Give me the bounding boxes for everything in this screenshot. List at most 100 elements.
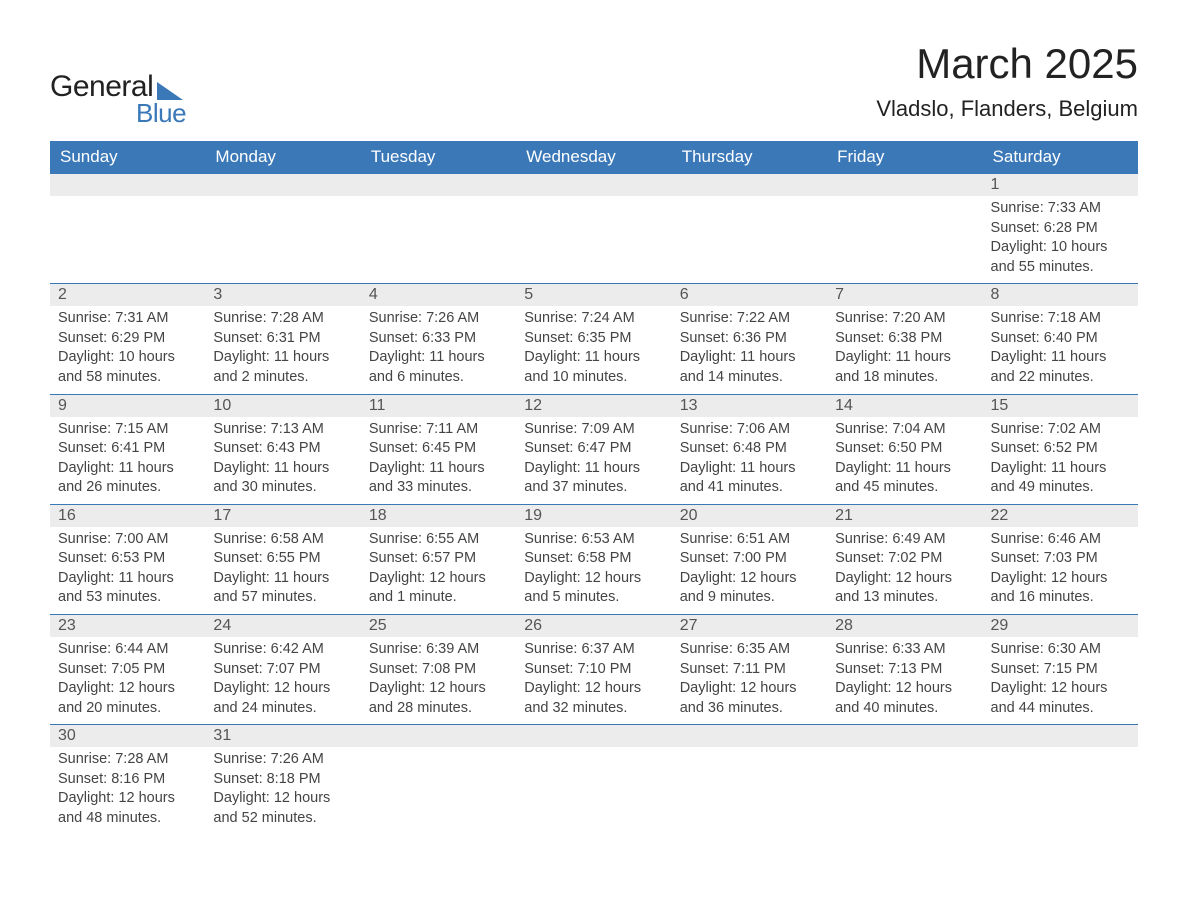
day-number: 18 (361, 505, 516, 527)
weekday-header: Sunday (50, 141, 205, 174)
daylight-text: Daylight: 10 hours and 55 minutes. (991, 238, 1130, 277)
sunrise-text: Sunrise: 7:15 AM (58, 420, 197, 440)
calendar-cell: 8Sunrise: 7:18 AMSunset: 6:40 PMDaylight… (983, 284, 1138, 394)
calendar-cell-blank (516, 725, 671, 835)
logo-word-blue: Blue (136, 98, 186, 129)
day-number (672, 725, 827, 747)
sunset-text: Sunset: 6:53 PM (58, 549, 197, 569)
calendar-cell: 28Sunrise: 6:33 AMSunset: 7:13 PMDayligh… (827, 615, 982, 725)
calendar-cell: 13Sunrise: 7:06 AMSunset: 6:48 PMDayligh… (672, 394, 827, 504)
sunset-text: Sunset: 6:35 PM (524, 329, 663, 349)
day-details: Sunrise: 6:44 AMSunset: 7:05 PMDaylight:… (50, 637, 205, 724)
logo: General Blue (50, 70, 186, 129)
day-details: Sunrise: 7:24 AMSunset: 6:35 PMDaylight:… (516, 306, 671, 393)
day-number (205, 174, 360, 196)
sunset-text: Sunset: 7:07 PM (213, 660, 352, 680)
sunrise-text: Sunrise: 7:13 AM (213, 420, 352, 440)
sunset-text: Sunset: 7:08 PM (369, 660, 508, 680)
day-details: Sunrise: 6:49 AMSunset: 7:02 PMDaylight:… (827, 527, 982, 614)
sunrise-text: Sunrise: 6:37 AM (524, 640, 663, 660)
daylight-text: Daylight: 12 hours and 40 minutes. (835, 679, 974, 718)
day-details: Sunrise: 6:33 AMSunset: 7:13 PMDaylight:… (827, 637, 982, 724)
day-details (361, 747, 516, 823)
sunrise-text: Sunrise: 7:28 AM (213, 309, 352, 329)
day-details (672, 196, 827, 272)
sunrise-text: Sunrise: 6:33 AM (835, 640, 974, 660)
sunset-text: Sunset: 8:16 PM (58, 770, 197, 790)
day-details: Sunrise: 7:33 AMSunset: 6:28 PMDaylight:… (983, 196, 1138, 283)
daylight-text: Daylight: 11 hours and 30 minutes. (213, 459, 352, 498)
sunrise-text: Sunrise: 6:53 AM (524, 530, 663, 550)
day-number (983, 725, 1138, 747)
daylight-text: Daylight: 12 hours and 48 minutes. (58, 789, 197, 828)
sunrise-text: Sunrise: 6:49 AM (835, 530, 974, 550)
day-number: 29 (983, 615, 1138, 637)
calendar-cell: 20Sunrise: 6:51 AMSunset: 7:00 PMDayligh… (672, 504, 827, 614)
calendar-cell: 3Sunrise: 7:28 AMSunset: 6:31 PMDaylight… (205, 284, 360, 394)
day-number: 16 (50, 505, 205, 527)
sunset-text: Sunset: 6:45 PM (369, 439, 508, 459)
sunset-text: Sunset: 6:43 PM (213, 439, 352, 459)
sunrise-text: Sunrise: 7:31 AM (58, 309, 197, 329)
day-number: 20 (672, 505, 827, 527)
sunset-text: Sunset: 6:55 PM (213, 549, 352, 569)
location-subtitle: Vladslo, Flanders, Belgium (876, 96, 1138, 122)
calendar-body: 1Sunrise: 7:33 AMSunset: 6:28 PMDaylight… (50, 174, 1138, 835)
day-number (827, 725, 982, 747)
month-title: March 2025 (876, 40, 1138, 88)
day-number (361, 174, 516, 196)
day-details: Sunrise: 7:09 AMSunset: 6:47 PMDaylight:… (516, 417, 671, 504)
day-number: 24 (205, 615, 360, 637)
sunset-text: Sunset: 6:40 PM (991, 329, 1130, 349)
calendar-cell: 7Sunrise: 7:20 AMSunset: 6:38 PMDaylight… (827, 284, 982, 394)
daylight-text: Daylight: 10 hours and 58 minutes. (58, 348, 197, 387)
day-number (672, 174, 827, 196)
sunset-text: Sunset: 7:11 PM (680, 660, 819, 680)
day-details (827, 196, 982, 272)
day-details (50, 196, 205, 272)
daylight-text: Daylight: 11 hours and 14 minutes. (680, 348, 819, 387)
daylight-text: Daylight: 12 hours and 1 minute. (369, 569, 508, 608)
sunset-text: Sunset: 7:05 PM (58, 660, 197, 680)
calendar-cell-blank (672, 174, 827, 284)
day-details: Sunrise: 6:53 AMSunset: 6:58 PMDaylight:… (516, 527, 671, 614)
calendar-cell-blank (205, 174, 360, 284)
calendar-cell: 18Sunrise: 6:55 AMSunset: 6:57 PMDayligh… (361, 504, 516, 614)
sunset-text: Sunset: 6:33 PM (369, 329, 508, 349)
day-details: Sunrise: 6:35 AMSunset: 7:11 PMDaylight:… (672, 637, 827, 724)
sunset-text: Sunset: 7:10 PM (524, 660, 663, 680)
daylight-text: Daylight: 12 hours and 32 minutes. (524, 679, 663, 718)
calendar-cell: 31Sunrise: 7:26 AMSunset: 8:18 PMDayligh… (205, 725, 360, 835)
sunrise-text: Sunrise: 7:26 AM (369, 309, 508, 329)
calendar-cell: 29Sunrise: 6:30 AMSunset: 7:15 PMDayligh… (983, 615, 1138, 725)
weekday-header: Tuesday (361, 141, 516, 174)
daylight-text: Daylight: 11 hours and 6 minutes. (369, 348, 508, 387)
calendar-cell: 21Sunrise: 6:49 AMSunset: 7:02 PMDayligh… (827, 504, 982, 614)
sunrise-text: Sunrise: 7:11 AM (369, 420, 508, 440)
calendar-cell: 15Sunrise: 7:02 AMSunset: 6:52 PMDayligh… (983, 394, 1138, 504)
calendar-week-row: 16Sunrise: 7:00 AMSunset: 6:53 PMDayligh… (50, 504, 1138, 614)
day-details: Sunrise: 7:00 AMSunset: 6:53 PMDaylight:… (50, 527, 205, 614)
day-number: 2 (50, 284, 205, 306)
day-details: Sunrise: 7:31 AMSunset: 6:29 PMDaylight:… (50, 306, 205, 393)
daylight-text: Daylight: 11 hours and 18 minutes. (835, 348, 974, 387)
sunset-text: Sunset: 6:52 PM (991, 439, 1130, 459)
calendar-cell: 12Sunrise: 7:09 AMSunset: 6:47 PMDayligh… (516, 394, 671, 504)
day-details: Sunrise: 6:37 AMSunset: 7:10 PMDaylight:… (516, 637, 671, 724)
day-details: Sunrise: 7:22 AMSunset: 6:36 PMDaylight:… (672, 306, 827, 393)
calendar-cell: 5Sunrise: 7:24 AMSunset: 6:35 PMDaylight… (516, 284, 671, 394)
calendar-cell: 27Sunrise: 6:35 AMSunset: 7:11 PMDayligh… (672, 615, 827, 725)
sunset-text: Sunset: 7:03 PM (991, 549, 1130, 569)
calendar-header-row: SundayMondayTuesdayWednesdayThursdayFrid… (50, 141, 1138, 174)
daylight-text: Daylight: 11 hours and 49 minutes. (991, 459, 1130, 498)
daylight-text: Daylight: 12 hours and 24 minutes. (213, 679, 352, 718)
day-number (827, 174, 982, 196)
calendar-cell: 11Sunrise: 7:11 AMSunset: 6:45 PMDayligh… (361, 394, 516, 504)
sunset-text: Sunset: 6:48 PM (680, 439, 819, 459)
day-number: 27 (672, 615, 827, 637)
daylight-text: Daylight: 12 hours and 16 minutes. (991, 569, 1130, 608)
calendar-cell-blank (827, 725, 982, 835)
day-details: Sunrise: 7:06 AMSunset: 6:48 PMDaylight:… (672, 417, 827, 504)
sunset-text: Sunset: 7:15 PM (991, 660, 1130, 680)
day-number: 10 (205, 395, 360, 417)
